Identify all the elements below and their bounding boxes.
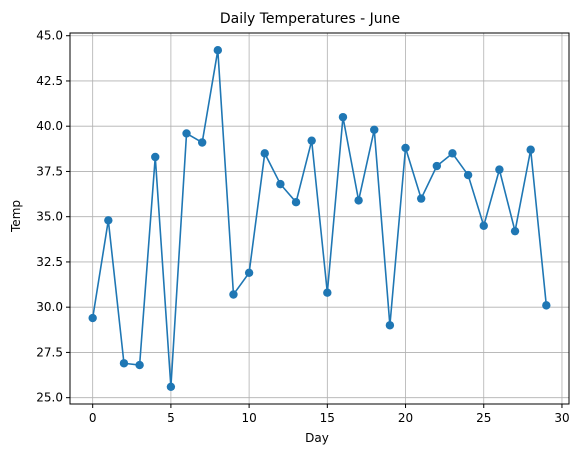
data-point bbox=[244, 268, 254, 277]
y-tick-label: 40.0 bbox=[36, 119, 63, 133]
data-point bbox=[151, 152, 160, 162]
plot-frame bbox=[69, 32, 570, 405]
series-line bbox=[91, 50, 548, 387]
grid bbox=[70, 33, 569, 404]
data-point bbox=[307, 136, 316, 145]
data-point bbox=[495, 165, 504, 174]
y-tick-label: 45.0 bbox=[36, 29, 63, 43]
axis-ticks: 0 5 10 15 20 25 30 25.0 27.5 30.0 32.5 35.0 37.5 40.0… bbox=[36, 29, 569, 425]
data-point bbox=[291, 198, 301, 207]
y-tick-label: 30.0 bbox=[36, 300, 63, 314]
data-point bbox=[88, 313, 97, 323]
data-point bbox=[276, 179, 285, 189]
chart-title: Daily Temperatures - June bbox=[220, 11, 400, 27]
data-point bbox=[323, 288, 332, 297]
x-tick-label: 10 bbox=[241, 411, 256, 425]
data-point bbox=[354, 196, 363, 205]
data-point bbox=[213, 45, 223, 55]
data-point bbox=[542, 301, 551, 310]
x-tick-label: 25 bbox=[476, 411, 491, 425]
data-point bbox=[401, 143, 410, 153]
data-point bbox=[135, 360, 144, 370]
y-tick-label: 42.5 bbox=[36, 74, 63, 88]
data-point bbox=[260, 149, 269, 158]
data-points bbox=[88, 45, 551, 392]
y-axis-label: Temp bbox=[9, 200, 23, 233]
x-tick-label: 20 bbox=[398, 411, 413, 425]
y-tick-label: 25.0 bbox=[36, 391, 63, 405]
data-point bbox=[463, 170, 473, 180]
data-point bbox=[104, 216, 113, 225]
data-point bbox=[197, 138, 207, 147]
x-tick-label: 15 bbox=[320, 411, 335, 425]
x-tick-label: 30 bbox=[554, 411, 569, 425]
data-point bbox=[448, 149, 457, 158]
y-tick-label: 35.0 bbox=[36, 210, 63, 224]
x-tick-label: 5 bbox=[167, 411, 175, 425]
data-point bbox=[479, 221, 488, 230]
data-point bbox=[119, 359, 129, 368]
y-tick-label: 32.5 bbox=[36, 255, 63, 269]
data-point bbox=[370, 125, 379, 135]
data-point bbox=[526, 145, 535, 154]
x-tick-label: 0 bbox=[89, 411, 97, 425]
data-point bbox=[166, 382, 176, 392]
y-tick-label: 37.5 bbox=[36, 164, 63, 178]
data-point bbox=[432, 161, 442, 171]
data-point bbox=[338, 112, 348, 122]
data-point bbox=[182, 129, 191, 138]
x-axis-label: Day bbox=[305, 431, 329, 445]
data-point bbox=[416, 194, 426, 203]
data-point bbox=[229, 290, 238, 299]
y-tick-label: 27.5 bbox=[36, 345, 63, 359]
data-point bbox=[510, 226, 520, 236]
data-point bbox=[385, 321, 395, 330]
